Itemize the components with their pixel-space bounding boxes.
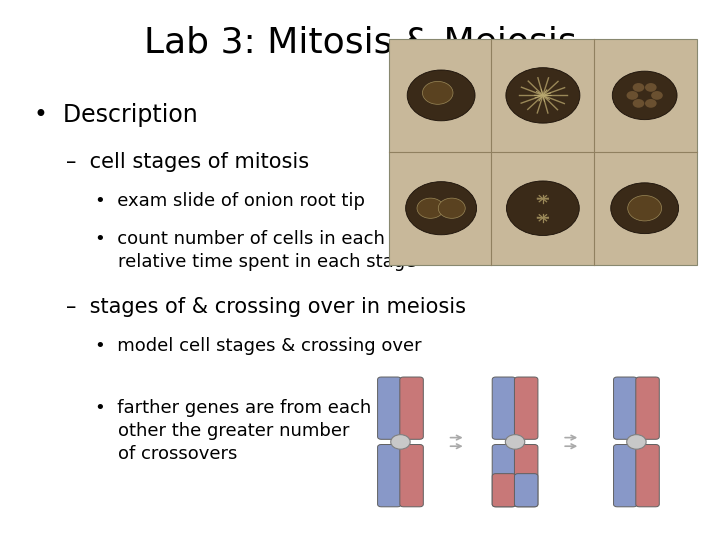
Circle shape (626, 91, 638, 100)
Circle shape (506, 181, 580, 235)
Text: •  Description: • Description (34, 104, 197, 127)
Text: •  model cell stages & crossing over: • model cell stages & crossing over (94, 337, 421, 355)
FancyBboxPatch shape (492, 474, 516, 507)
FancyBboxPatch shape (400, 377, 423, 440)
Circle shape (628, 195, 662, 221)
Circle shape (438, 198, 465, 218)
Circle shape (391, 435, 410, 449)
Text: •  count number of cells in each stage to determine
    relative time spent in e: • count number of cells in each stage to… (94, 230, 562, 271)
Circle shape (626, 435, 646, 449)
Text: •  exam slide of onion root tip: • exam slide of onion root tip (94, 192, 364, 210)
FancyBboxPatch shape (400, 444, 423, 507)
FancyBboxPatch shape (389, 39, 697, 265)
Circle shape (645, 99, 657, 108)
Text: •  farther genes are from each
    other the greater number
    of crossovers: • farther genes are from each other the … (94, 399, 371, 463)
Text: Lab 3: Mitosis & Meiosis: Lab 3: Mitosis & Meiosis (143, 25, 577, 59)
FancyBboxPatch shape (377, 444, 401, 507)
FancyBboxPatch shape (515, 444, 538, 507)
Circle shape (506, 68, 580, 123)
Circle shape (633, 83, 644, 92)
Circle shape (651, 91, 663, 100)
FancyBboxPatch shape (613, 377, 637, 440)
FancyBboxPatch shape (636, 444, 660, 507)
FancyBboxPatch shape (613, 444, 637, 507)
Circle shape (505, 435, 525, 449)
Circle shape (423, 82, 453, 104)
FancyBboxPatch shape (492, 377, 516, 440)
Text: –  stages of & crossing over in meiosis: – stages of & crossing over in meiosis (66, 297, 466, 317)
Text: –  cell stages of mitosis: – cell stages of mitosis (66, 152, 309, 172)
FancyBboxPatch shape (377, 377, 401, 440)
FancyBboxPatch shape (636, 377, 660, 440)
Circle shape (417, 198, 444, 218)
Circle shape (408, 70, 475, 121)
Circle shape (611, 183, 678, 234)
FancyBboxPatch shape (492, 444, 516, 507)
FancyBboxPatch shape (515, 377, 538, 440)
Circle shape (645, 83, 657, 92)
FancyBboxPatch shape (515, 474, 538, 507)
Circle shape (633, 99, 644, 108)
Circle shape (405, 181, 477, 235)
Circle shape (612, 71, 677, 120)
